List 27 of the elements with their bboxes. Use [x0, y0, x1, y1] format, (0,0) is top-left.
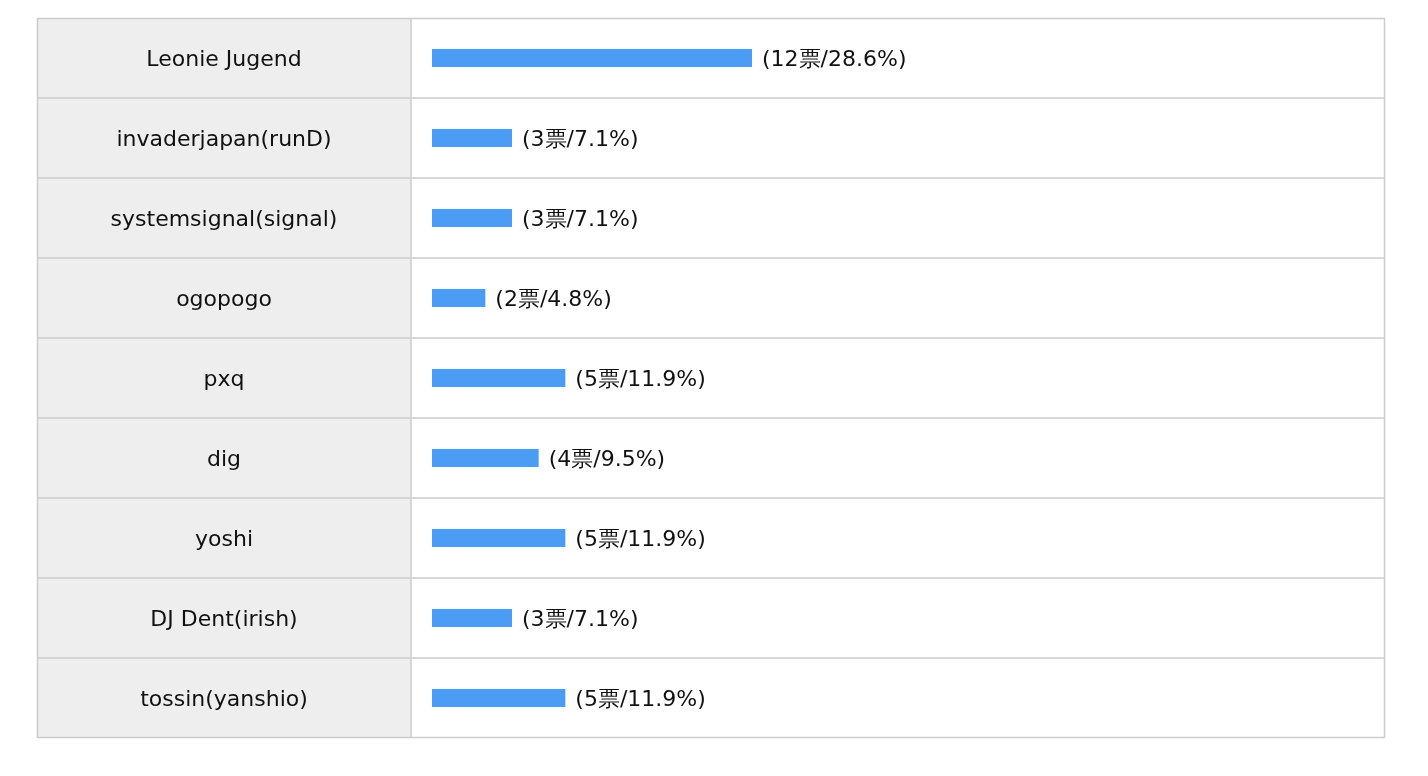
data-label: (3票/7.1%) [522, 606, 639, 631]
data-label: (3票/7.1%) [522, 206, 639, 231]
bar [432, 609, 512, 627]
bar [432, 289, 486, 307]
bar [432, 129, 512, 147]
bar [432, 529, 566, 547]
y-tick-label: systemsignal(signal) [110, 206, 338, 231]
y-tick-label: dig [206, 446, 242, 471]
bar [432, 449, 539, 467]
data-label: (12票/28.6%) [762, 46, 907, 71]
y-tick-label: tossin(yanshio) [140, 686, 308, 711]
bar [432, 49, 752, 67]
y-tick-label: Leonie Jugend [146, 46, 302, 71]
y-tick-label: invaderjapan(runD) [116, 126, 332, 151]
y-tick-label: ogopogo [176, 286, 272, 311]
data-label: (5票/11.9%) [575, 686, 706, 711]
y-tick-label: DJ Dent(irish) [150, 606, 298, 631]
data-label: (5票/11.9%) [575, 366, 706, 391]
y-tick-label: pxq [203, 366, 245, 391]
bar [432, 369, 566, 387]
bar [432, 689, 566, 707]
data-label: (2票/4.8%) [495, 286, 612, 311]
data-label: (3票/7.1%) [522, 126, 639, 151]
y-tick-label: yoshi [195, 526, 253, 551]
data-label: (5票/11.9%) [575, 526, 706, 551]
data-label: (4票/9.5%) [548, 446, 666, 471]
bar [432, 209, 512, 227]
